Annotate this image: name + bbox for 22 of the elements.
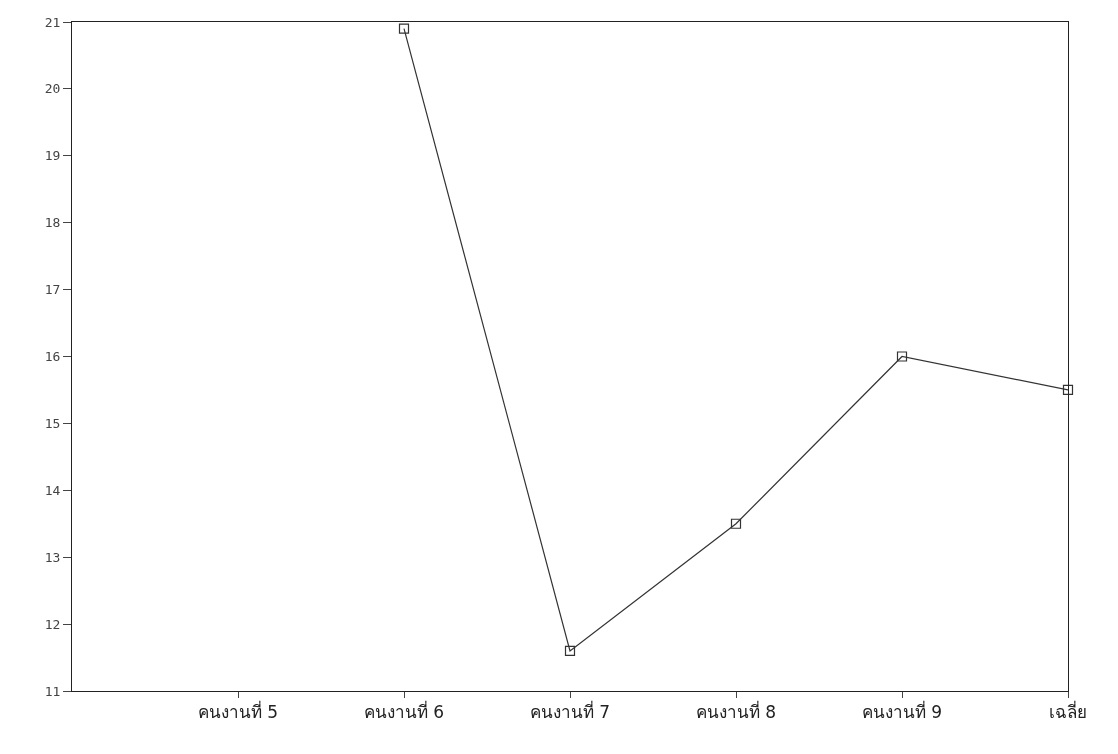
x-tick-label: คนงานที่ 6 (363, 700, 445, 723)
point (730, 518, 742, 529)
y-tick-label: 20 (44, 81, 61, 97)
y-tick-label: 19 (44, 148, 61, 164)
y-tick-label: 15 (44, 415, 61, 431)
y-tick-label: 17 (44, 282, 61, 298)
point (1062, 384, 1074, 396)
x-tick-label: เฉลี่ย (1049, 700, 1087, 723)
y-tick-label: 21 (44, 14, 61, 30)
y-tick-label: 14 (44, 482, 61, 498)
x-tick-label: คนงานที่ 5 (197, 700, 279, 723)
point (896, 351, 908, 362)
y-tick-label: 13 (44, 549, 61, 565)
y-tick-label: 16 (44, 349, 61, 365)
x-tick-label: คนงานที่ 7 (529, 700, 611, 723)
x-tick-label: คนงานที่ 9 (861, 700, 943, 723)
y-tick-label: 18 (44, 215, 61, 231)
y-tick-label: 12 (44, 616, 61, 632)
point (564, 645, 576, 656)
point (398, 23, 410, 34)
x-tick-label: คนงานที่ 8 (695, 700, 777, 723)
y-tick-label: 11 (44, 683, 61, 699)
